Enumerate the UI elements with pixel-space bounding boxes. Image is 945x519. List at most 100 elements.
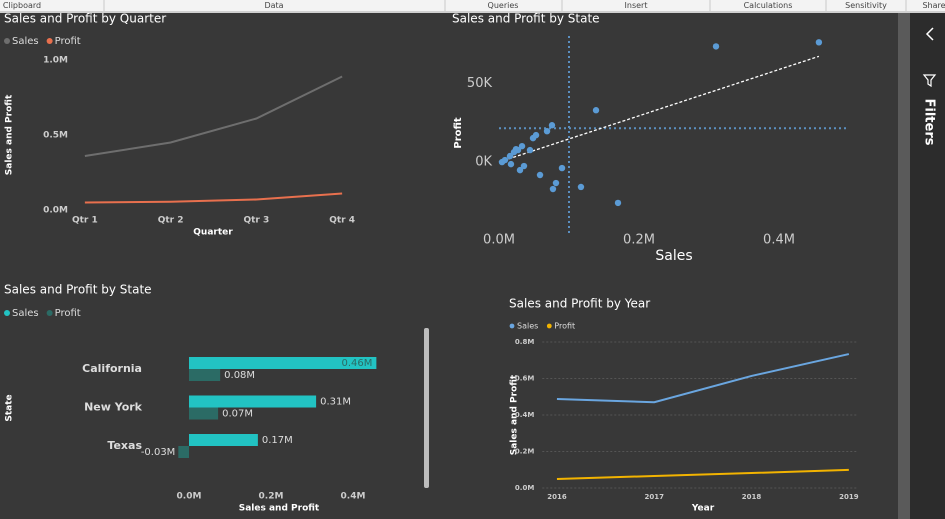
scatter-point[interactable] — [506, 152, 514, 160]
scatter-point[interactable] — [712, 43, 720, 50]
filters-label[interactable]: Filters — [922, 99, 937, 146]
ribbon-group-label[interactable]: Share — [922, 1, 945, 10]
category-label: California — [82, 362, 142, 375]
y-tick-label: 0K — [475, 155, 492, 170]
y-axis-title: State — [5, 394, 15, 421]
scatter-point[interactable] — [577, 183, 585, 191]
scatter-point[interactable] — [512, 145, 520, 153]
legend-marker — [509, 323, 515, 329]
x-axis-title: Year — [691, 504, 715, 514]
y-tick-label: 50K — [467, 76, 493, 91]
ribbon-group-label[interactable]: Data — [264, 1, 283, 10]
ribbon-group-label[interactable]: Insert — [625, 1, 648, 10]
x-axis-title: Sales and Profit — [239, 504, 320, 514]
scatter-point[interactable] — [516, 166, 524, 174]
x-tick-label: Qtr 1 — [72, 216, 98, 226]
x-tick-label: 2018 — [742, 493, 762, 501]
scatter-point[interactable] — [520, 162, 528, 170]
ribbon-group-label[interactable]: Calculations — [744, 1, 793, 10]
value-label: 0.46M — [341, 358, 372, 369]
category-label: New York — [84, 401, 143, 414]
x-tick-label: 2016 — [547, 493, 567, 501]
filters-pane[interactable] — [910, 13, 945, 519]
legend-marker — [546, 323, 552, 329]
series-line — [556, 468, 849, 481]
y-axis-title: Sales and Profit — [5, 94, 15, 175]
y-tick-label: 0.0M — [515, 484, 534, 492]
scatter-point[interactable] — [529, 134, 537, 142]
legend-marker — [46, 310, 53, 316]
legend-marker — [4, 38, 10, 44]
scatter-point[interactable] — [526, 146, 534, 154]
x-tick-label: 2017 — [645, 493, 665, 501]
y-tick-label: 0.6M — [515, 375, 534, 383]
ribbon-border — [0, 11, 945, 13]
bar[interactable] — [189, 407, 219, 420]
x-tick-label: 0.4M — [763, 233, 795, 248]
y-tick-label: 1.0M — [43, 56, 68, 66]
scatter-point[interactable] — [543, 127, 551, 135]
legend-label: Sales — [517, 322, 538, 331]
legend-marker — [4, 310, 10, 316]
scrollbar[interactable] — [424, 328, 429, 488]
x-tick-label: 2019 — [839, 493, 859, 501]
chart-title: Sales and Profit by Quarter — [4, 12, 166, 26]
x-tick-label: Qtr 4 — [329, 216, 355, 226]
value-label: 0.08M — [224, 370, 255, 381]
x-tick-label: 0.4M — [341, 492, 366, 502]
bar[interactable] — [189, 434, 258, 446]
y-tick-label: 0.5M — [43, 131, 68, 141]
x-axis-title: Quarter — [193, 228, 233, 238]
x-tick-label: 0.2M — [623, 233, 655, 248]
x-axis-title: Sales — [655, 248, 692, 264]
legend-label: Profit — [55, 36, 81, 47]
scatter-point[interactable] — [549, 185, 557, 193]
legend-label: Sales — [12, 36, 39, 47]
y-tick-label: 0.8M — [515, 338, 534, 346]
chart-title: Sales and Profit by State — [452, 12, 600, 26]
scatter-point[interactable] — [518, 142, 526, 150]
scatter-point[interactable] — [592, 107, 600, 114]
pane-divider — [898, 13, 910, 519]
x-tick-label: 0.0M — [483, 233, 515, 248]
legend-marker — [46, 38, 53, 44]
bar[interactable] — [189, 395, 317, 408]
collapse-chevron[interactable] — [925, 27, 934, 41]
y-tick-label: 0.4M — [515, 411, 534, 419]
value-label: 0.07M — [222, 409, 253, 420]
ribbon-group-label[interactable]: Clipboard — [3, 1, 41, 10]
scatter-point[interactable] — [552, 179, 560, 187]
chart-title: Sales and Profit by Year — [509, 297, 650, 311]
bar[interactable] — [178, 446, 189, 458]
series-line — [84, 75, 343, 157]
bar[interactable] — [189, 357, 377, 369]
ribbon-group-label[interactable]: Queries — [488, 1, 519, 10]
trend-line — [498, 55, 820, 163]
value-label: 0.17M — [262, 435, 293, 446]
legend-label: Profit — [55, 308, 81, 319]
series-line — [84, 192, 343, 204]
x-tick-label: Qtr 3 — [243, 216, 269, 226]
y-axis-title: Profit — [453, 117, 464, 149]
y-axis-title: Sales and Profit — [510, 374, 520, 455]
scatter-point[interactable] — [558, 164, 566, 172]
category-label: Texas — [107, 439, 142, 452]
x-tick-label: 0.2M — [259, 492, 284, 502]
bar[interactable] — [189, 369, 221, 381]
filter-icon — [922, 74, 937, 88]
ribbon — [0, 0, 945, 11]
legend-label: Profit — [554, 322, 575, 331]
scatter-point[interactable] — [614, 199, 622, 207]
ribbon-group-label[interactable]: Sensitivity — [845, 1, 887, 10]
scatter-point[interactable] — [498, 158, 506, 166]
scatter-point[interactable] — [507, 160, 515, 168]
scatter-point[interactable] — [548, 122, 556, 129]
value-label: 0.31M — [320, 397, 351, 408]
scatter-point[interactable] — [815, 39, 823, 46]
x-tick-label: Qtr 2 — [158, 216, 184, 226]
value-label: -0.03M — [141, 447, 176, 458]
scatter-point[interactable] — [536, 171, 544, 179]
y-tick-label: 0.0M — [43, 206, 68, 216]
legend-label: Sales — [12, 308, 39, 319]
